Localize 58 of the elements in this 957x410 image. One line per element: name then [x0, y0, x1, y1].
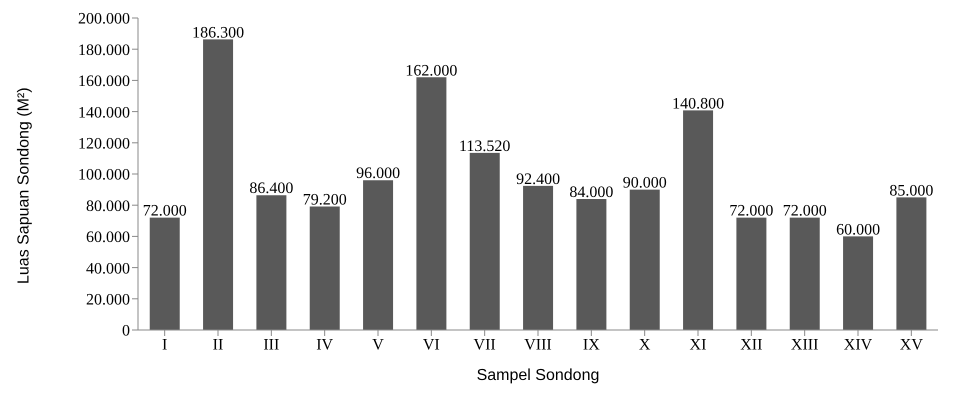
y-tick-label: 100.000	[78, 166, 130, 184]
bar	[363, 180, 394, 330]
bar	[790, 218, 820, 330]
x-tick-label: XII	[740, 336, 762, 354]
x-tick-label: II	[212, 336, 224, 354]
data-label: 60.000	[836, 221, 880, 238]
y-tick-label: 20.000	[86, 291, 130, 308]
y-tick-label: 60.000	[86, 229, 130, 246]
data-label: 72.000	[782, 202, 827, 220]
y-axis-title: Luas Sapuan Sondong (M²)	[16, 87, 33, 284]
y-tick-label: 0	[122, 322, 130, 340]
x-tick-label: VIII	[524, 336, 552, 354]
bar	[416, 77, 446, 330]
data-label: 72.000	[729, 202, 774, 220]
x-tick-label: XI	[690, 336, 706, 354]
x-tick-label: IV	[316, 336, 334, 354]
data-label: 186.300	[192, 24, 244, 42]
x-tick-label: XIII	[790, 336, 818, 354]
x-tick-label: I	[162, 336, 168, 354]
x-tick-label: V	[372, 336, 384, 354]
x-tick-label: XV	[900, 336, 924, 354]
bar	[576, 198, 606, 330]
bar	[150, 218, 180, 330]
bar	[203, 39, 234, 330]
x-tick-label: X	[638, 336, 651, 354]
data-label: 92.400	[516, 170, 560, 188]
y-tick-label: 180.000	[78, 42, 130, 59]
x-tick-label: XIV	[844, 336, 873, 354]
bar	[470, 152, 500, 330]
data-label: 85.000	[889, 182, 934, 200]
bar	[256, 195, 286, 330]
x-tick-label: VII	[474, 336, 496, 354]
y-tick-label: 40.000	[86, 260, 130, 278]
bar	[683, 110, 714, 330]
data-label: 90.000	[622, 174, 667, 192]
bar	[736, 218, 766, 330]
x-tick-label: VI	[422, 336, 440, 354]
data-label: 79.200	[302, 191, 347, 208]
data-label: 113.520	[459, 138, 510, 155]
data-label: 140.800	[672, 95, 724, 112]
bar	[896, 197, 926, 330]
bar	[843, 236, 874, 330]
y-tick-label: 140.000	[78, 104, 130, 122]
bar	[523, 186, 554, 330]
x-axis-title: Sampel Sondong	[476, 367, 600, 384]
y-tick-label: 200.000	[78, 10, 130, 28]
data-label: 72.000	[142, 202, 187, 220]
data-label: 162.000	[405, 62, 458, 80]
y-tick-label: 80.000	[86, 198, 130, 215]
bar	[630, 190, 660, 330]
data-label: 96.000	[356, 165, 400, 182]
x-tick-label: III	[263, 336, 280, 354]
bar	[310, 206, 340, 330]
data-label: 86.400	[249, 180, 294, 198]
x-tick-label: IX	[582, 336, 600, 354]
data-label: 84.000	[569, 184, 614, 201]
y-tick-label: 120.000	[78, 135, 130, 152]
y-tick-label: 160.000	[78, 73, 130, 90]
